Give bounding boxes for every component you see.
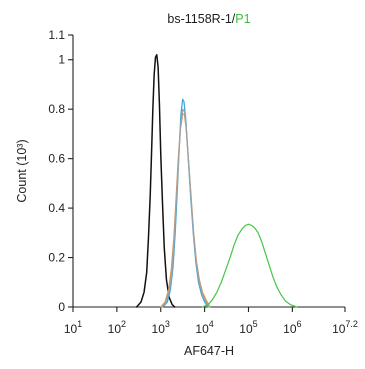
x-tick-label-base: 10 [195, 322, 209, 336]
x-tick-label: 103 [152, 319, 170, 336]
x-tick-label: 105 [239, 319, 257, 336]
x-tick-label-exponent: 5 [253, 319, 258, 329]
x-tick-label: 106 [283, 319, 301, 336]
histogram-series-line [135, 54, 176, 308]
chart-title: bs-1158R-1/P1 [167, 12, 250, 26]
x-tick-label-exponent: 1 [77, 319, 82, 329]
x-tick-label-base: 10 [239, 322, 253, 336]
x-tick-label-exponent: 7.2 [345, 319, 358, 329]
histogram-series-line [162, 98, 209, 308]
x-tick-label: 101 [64, 319, 82, 336]
histogram-series-line [201, 223, 298, 308]
y-tick-label: 0.6 [48, 152, 65, 166]
x-tick-label-base: 10 [152, 322, 166, 336]
y-tick-label: 0.4 [48, 201, 65, 215]
y-tick-label: 0.8 [48, 102, 65, 116]
x-tick-label-base: 10 [332, 322, 346, 336]
x-tick-label-exponent: 4 [209, 319, 214, 329]
x-axis-label: AF647-H [184, 344, 234, 358]
y-axis: 0 0.2 0.4 0.6 0.8 1 1.1 [48, 28, 74, 314]
x-tick-label-exponent: 3 [165, 319, 170, 329]
y-tick-label: 1.1 [48, 28, 65, 42]
x-tick-label-base: 10 [283, 322, 297, 336]
x-tick-label-exponent: 6 [297, 319, 302, 329]
x-tick-label: 102 [108, 319, 126, 336]
title-sample-name: bs-1158R-1/ [167, 12, 235, 26]
title-gate-name: P1 [235, 12, 250, 26]
y-tick-label: 0 [58, 300, 65, 314]
x-tick-label: 104 [195, 319, 213, 336]
x-tick-label-base: 10 [64, 322, 78, 336]
x-axis: 101 102 103 104 105 106 107.2 [64, 306, 358, 336]
x-tick-label-exponent: 2 [121, 319, 126, 329]
histogram-series-line [160, 108, 210, 308]
y-tick-label: 1 [58, 53, 65, 67]
histogram-series-group [135, 54, 298, 308]
y-tick-label: 0.2 [48, 251, 65, 265]
x-tick-label-base: 10 [108, 322, 122, 336]
y-axis-label: Count (10³) [15, 139, 29, 202]
x-tick-label: 107.2 [332, 319, 358, 336]
histogram-series-line [160, 113, 211, 308]
